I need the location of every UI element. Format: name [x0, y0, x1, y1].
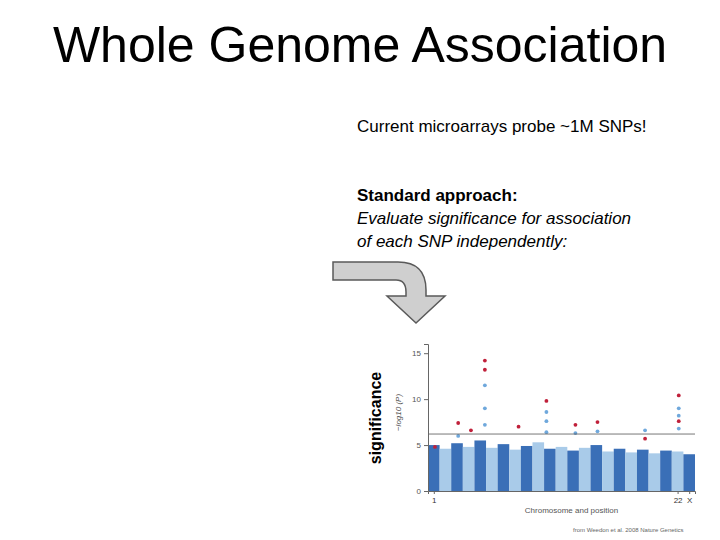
chromosome-bulk [649, 453, 661, 491]
chromosome-bulk [509, 450, 521, 491]
snp-point [677, 419, 681, 423]
snp-point [677, 414, 681, 418]
chromosome-bulk [544, 449, 556, 491]
y-tick: 10 [412, 395, 428, 404]
x-tick-label: X [687, 496, 693, 505]
x-tick-mark [689, 491, 690, 494]
snp-point [545, 410, 549, 414]
body-text: of each SNP independently: [357, 232, 567, 251]
chromosome-bulk [486, 448, 498, 491]
chromosome-bulk [672, 451, 684, 491]
y-tick-label: 5 [417, 441, 422, 450]
chromosome-bulk [579, 448, 591, 491]
snp-point [517, 425, 521, 429]
arrow [333, 262, 445, 323]
slide-title: Whole Genome Association [53, 17, 667, 73]
x-axis-title: Chromosome and position [525, 506, 618, 515]
snp-point [596, 429, 600, 433]
y-tick-label: 15 [412, 349, 421, 358]
chromosome-bulk [474, 440, 486, 491]
snp-point [456, 434, 460, 438]
x-tick: 1 [432, 491, 437, 505]
chromosome-bulk [637, 450, 649, 491]
snp-point [643, 428, 647, 432]
chromosome-bulk [625, 452, 637, 491]
side-label: significance [367, 372, 384, 465]
y-tick-mark [424, 445, 428, 446]
chromosome-bulk [498, 444, 510, 491]
plot-area [428, 359, 695, 491]
x-axis-line [429, 492, 696, 495]
chromosome-bulk [602, 451, 614, 491]
chromosome-bulk [614, 449, 626, 491]
snp-point [574, 423, 578, 427]
x-tick-label: 1 [432, 496, 437, 505]
chromosome-bulk [451, 443, 463, 491]
y-tick: 15 [412, 349, 428, 358]
chromosome-bulk [567, 451, 579, 491]
snp-point [677, 427, 681, 431]
y-axis: 0 5 10 15 [412, 345, 428, 497]
y-tick-label: 0 [417, 487, 422, 496]
snp-point [483, 423, 487, 427]
x-tick: X [687, 491, 693, 505]
y-tick: 0 [417, 487, 428, 496]
chromosome-bulk [591, 445, 603, 491]
body-text: Evaluate significance for association [357, 209, 631, 228]
snp-point [483, 383, 487, 387]
x-tick-mark [434, 491, 435, 494]
x-tick-label: 22 [674, 496, 683, 505]
chromosome-bulk [660, 451, 672, 491]
y-axis-line [424, 345, 429, 492]
y-tick: 5 [417, 441, 428, 450]
threshold-line [428, 434, 695, 435]
intro-text: Current microarrays probe ~1M SNPs! [357, 117, 647, 136]
x-axis: 1 22 X [429, 491, 696, 505]
snp-point [643, 437, 647, 441]
chromosome-bulk [463, 447, 475, 491]
chromosome-bulk [428, 445, 440, 491]
chromosome-bulk [556, 447, 568, 491]
snp-point [545, 399, 549, 403]
snp-point [677, 394, 681, 398]
snp-point [677, 406, 681, 410]
snp-point [469, 428, 473, 432]
y-tick-mark [424, 353, 428, 354]
x-tick-mark [678, 491, 679, 494]
snp-point [574, 431, 578, 435]
y-tick-label: 10 [412, 395, 421, 404]
snp-point [483, 368, 487, 372]
chromosome-bulk [683, 454, 695, 491]
snp-point [433, 445, 437, 449]
snp-point [545, 430, 549, 434]
y-axis-title: −log10 (P) [394, 394, 403, 431]
slide: Whole Genome Association Current microarr… [0, 0, 720, 540]
y-tick-mark [424, 491, 428, 492]
y-tick-mark [424, 399, 428, 400]
chromosome-bulk [440, 449, 452, 491]
snp-point [596, 420, 600, 424]
snp-point [545, 419, 549, 423]
snp-point [483, 359, 487, 363]
chromosome-bulk [521, 446, 533, 491]
chromosome-bulk [532, 442, 544, 491]
snp-point [456, 421, 460, 425]
x-tick: 22 [674, 491, 683, 505]
heading-text: Standard approach: [357, 186, 518, 205]
snp-point [483, 406, 487, 410]
source-note: from Weedon et al. 2008 Nature Genetics [573, 527, 684, 533]
